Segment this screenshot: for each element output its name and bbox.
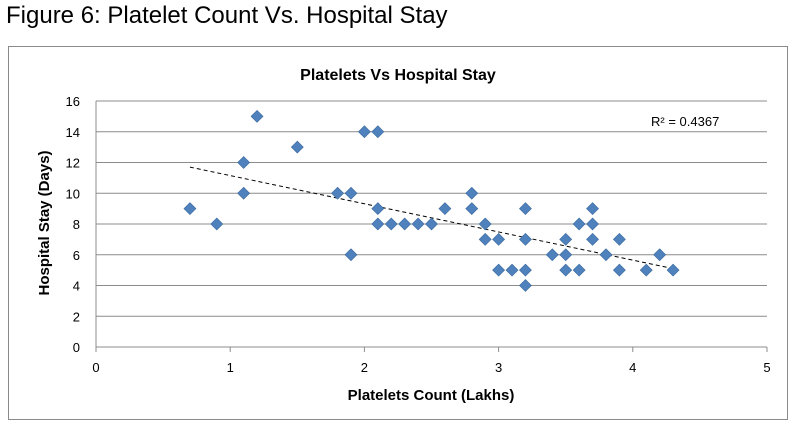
data-point <box>519 263 532 277</box>
data-point <box>411 217 425 231</box>
data-point <box>331 186 344 200</box>
chart-title: Platelets Vs Hospital Stay <box>300 67 496 84</box>
data-point <box>572 217 586 231</box>
y-tick-label: 14 <box>66 125 80 140</box>
data-point <box>344 248 358 262</box>
data-point <box>237 156 251 169</box>
data-point <box>290 140 304 154</box>
data-point <box>599 248 613 262</box>
y-tick-label: 4 <box>73 279 80 294</box>
data-point <box>465 202 479 216</box>
data-point <box>237 186 251 200</box>
data-point <box>559 232 573 246</box>
data-point <box>519 232 532 246</box>
data-point <box>371 202 385 216</box>
y-tick-label: 16 <box>66 94 80 109</box>
chart-frame <box>8 46 788 420</box>
data-point <box>492 232 506 246</box>
data-point <box>572 263 586 277</box>
data-point <box>519 279 532 292</box>
data-point <box>371 125 385 139</box>
figure-title: Figure 6: Platelet Count Vs. Hospital St… <box>6 2 448 29</box>
data-point <box>478 217 492 231</box>
y-tick-label: 12 <box>66 156 80 171</box>
x-tick-label: 1 <box>227 360 234 375</box>
data-point <box>612 232 626 246</box>
x-tick-label: 3 <box>495 360 502 375</box>
data-point <box>586 202 599 216</box>
data-point <box>210 217 224 231</box>
data-point <box>398 217 412 231</box>
x-axis-title: Platelets Count (Lakhs) <box>348 387 515 404</box>
data-point <box>384 217 398 231</box>
y-tick-labels: 0 2 4 6 8 10 12 14 16 <box>66 94 80 355</box>
x-tick-label: 0 <box>92 360 99 375</box>
data-point <box>357 125 371 139</box>
y-tick-label: 0 <box>73 340 80 355</box>
data-point <box>492 263 506 277</box>
y-axis-title: Hospital Stay (Days) <box>36 150 53 295</box>
data-point <box>545 248 559 262</box>
data-point <box>612 263 626 277</box>
y-tick-label: 6 <box>73 248 80 263</box>
data-point <box>653 248 667 262</box>
x-tick-label: 5 <box>763 360 770 375</box>
data-point <box>666 263 680 277</box>
x-tick-label: 4 <box>629 360 636 375</box>
x-tick-labels: 0 1 2 3 4 5 <box>92 347 771 375</box>
data-point <box>438 202 452 216</box>
data-point <box>250 109 264 123</box>
r-squared-annotation: R² = 0.4367 <box>651 114 719 129</box>
data-point <box>586 217 599 231</box>
data-point <box>344 186 358 200</box>
data-point <box>559 263 573 277</box>
y-tick-label: 10 <box>66 186 80 201</box>
data-point <box>465 186 479 200</box>
data-point <box>639 263 653 277</box>
data-points <box>183 109 680 292</box>
data-point <box>519 202 532 216</box>
data-point <box>586 232 599 246</box>
y-tick-label: 8 <box>73 217 80 232</box>
x-tick-label: 2 <box>361 360 368 375</box>
data-point <box>559 248 573 262</box>
data-point <box>505 263 519 277</box>
data-point <box>183 202 197 216</box>
data-point <box>425 217 438 231</box>
y-tick-label: 2 <box>73 309 80 324</box>
data-point <box>371 217 385 231</box>
data-point <box>478 232 492 246</box>
